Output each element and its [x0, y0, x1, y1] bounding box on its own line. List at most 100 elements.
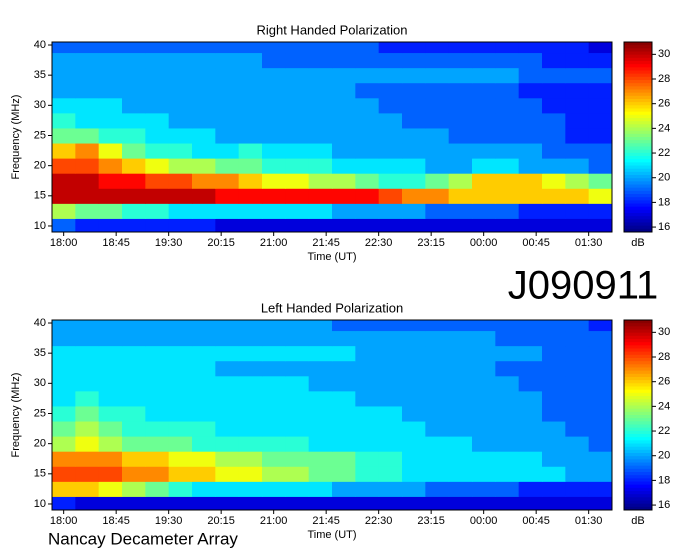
- heatmap-cell: [448, 97, 473, 114]
- chart-title: Left Handed Polarization: [261, 300, 403, 315]
- heatmap-cell: [285, 218, 310, 232]
- colorbar-tick-label: 22: [658, 147, 670, 159]
- heatmap-cell: [145, 67, 170, 84]
- heatmap-cell: [495, 360, 520, 377]
- heatmap-cell: [98, 127, 123, 144]
- heatmap-cell: [145, 390, 170, 407]
- heatmap-cell: [168, 52, 193, 69]
- colorbar-segment: [624, 427, 652, 432]
- heatmap-cell: [588, 330, 612, 347]
- colorbar-segment: [624, 361, 652, 365]
- heatmap-cell: [168, 390, 193, 407]
- heatmap-cell: [192, 82, 216, 99]
- y-tick-label: 25: [34, 129, 46, 141]
- heatmap-cell: [238, 82, 263, 99]
- heatmap-cell: [52, 330, 76, 347]
- heatmap-cell: [308, 466, 333, 482]
- heatmap-cell: [518, 218, 543, 232]
- colorbar-segment: [624, 430, 652, 435]
- heatmap-cell: [75, 158, 100, 174]
- heatmap-cell: [238, 52, 263, 69]
- heatmap-cell: [52, 496, 76, 510]
- heatmap-cell: [378, 421, 403, 437]
- heatmap-cell: [308, 360, 333, 377]
- colorbar-segment: [624, 200, 652, 204]
- colorbar-tick-label: 18: [658, 196, 670, 208]
- heatmap-cell: [98, 67, 123, 84]
- heatmap-cell: [425, 67, 450, 84]
- colorbar-segment: [624, 73, 652, 78]
- heatmap-cell: [308, 375, 333, 392]
- heatmap-cell: [168, 42, 193, 54]
- heatmap-cell: [542, 320, 566, 332]
- heatmap-cell: [588, 481, 612, 497]
- heatmap-cell: [378, 127, 403, 144]
- heatmap-cell: [52, 436, 76, 452]
- heatmap-cell: [145, 360, 170, 377]
- heatmap-cell: [192, 218, 216, 232]
- heatmap-cell: [192, 345, 216, 362]
- heatmap-cell: [192, 320, 216, 332]
- heatmap-cell: [378, 97, 403, 114]
- heatmap-cell: [75, 451, 100, 467]
- colorbar-segment: [624, 175, 652, 179]
- colorbar-segment: [624, 95, 652, 100]
- heatmap-cell: [518, 112, 543, 129]
- heatmap-cell: [332, 52, 356, 69]
- colorbar-segment: [624, 184, 652, 189]
- heatmap-cell: [378, 112, 403, 129]
- heatmap-cell: [332, 451, 356, 467]
- heatmap-cell: [518, 188, 543, 204]
- heatmap-cell: [378, 496, 403, 510]
- colorbar-segment: [624, 465, 652, 470]
- heatmap-cell: [238, 451, 263, 467]
- heatmap-cell: [378, 188, 403, 204]
- heatmap-cell: [52, 345, 76, 362]
- heatmap-cell: [98, 345, 123, 362]
- heatmap-cell: [472, 421, 496, 437]
- heatmap-cell: [542, 143, 566, 159]
- heatmap-cell: [378, 451, 403, 467]
- heatmap-cell: [75, 218, 100, 232]
- heatmap-cell: [75, 466, 100, 482]
- heatmap-cell: [285, 360, 310, 377]
- x-tick-label: 21:00: [260, 515, 288, 527]
- heatmap-cell: [378, 82, 403, 99]
- heatmap-cell: [565, 158, 590, 174]
- colorbar-tick-label: 20: [658, 450, 670, 462]
- heatmap-cell: [355, 42, 380, 54]
- heatmap-cell: [472, 451, 496, 467]
- heatmap-cell: [542, 405, 566, 422]
- heatmap-cell: [425, 320, 450, 332]
- heatmap-cell: [238, 421, 263, 437]
- heatmap-cell: [192, 203, 216, 219]
- heatmap-cell: [565, 360, 590, 377]
- colorbar-segment: [624, 76, 652, 81]
- heatmap-cell: [122, 375, 146, 392]
- heatmap-cell: [98, 143, 123, 159]
- heatmap-cell: [75, 345, 100, 362]
- heatmap-cell: [565, 466, 590, 482]
- heatmap-cell: [75, 421, 100, 437]
- colorbar-segment: [624, 89, 652, 94]
- heatmap-cell: [355, 173, 380, 189]
- heatmap-cell: [588, 67, 612, 84]
- heatmap-cell: [122, 405, 146, 422]
- heatmap-cell: [52, 466, 76, 482]
- heatmap-cell: [308, 481, 333, 497]
- heatmap-cell: [215, 158, 240, 174]
- x-tick-label: 18:00: [50, 237, 78, 249]
- heatmap-cell: [168, 330, 193, 347]
- heatmap-cell: [285, 112, 310, 129]
- colorbar-segment: [624, 130, 652, 135]
- heatmap-cell: [332, 67, 356, 84]
- heatmap-cell: [332, 330, 356, 347]
- heatmap-cell: [308, 390, 333, 407]
- heatmap-cell: [448, 188, 473, 204]
- heatmap-cell: [495, 112, 520, 129]
- heatmap-cell: [285, 173, 310, 189]
- heatmap-cell: [238, 203, 263, 219]
- heatmap-cell: [378, 360, 403, 377]
- heatmap-cell: [425, 405, 450, 422]
- heatmap-cell: [495, 405, 520, 422]
